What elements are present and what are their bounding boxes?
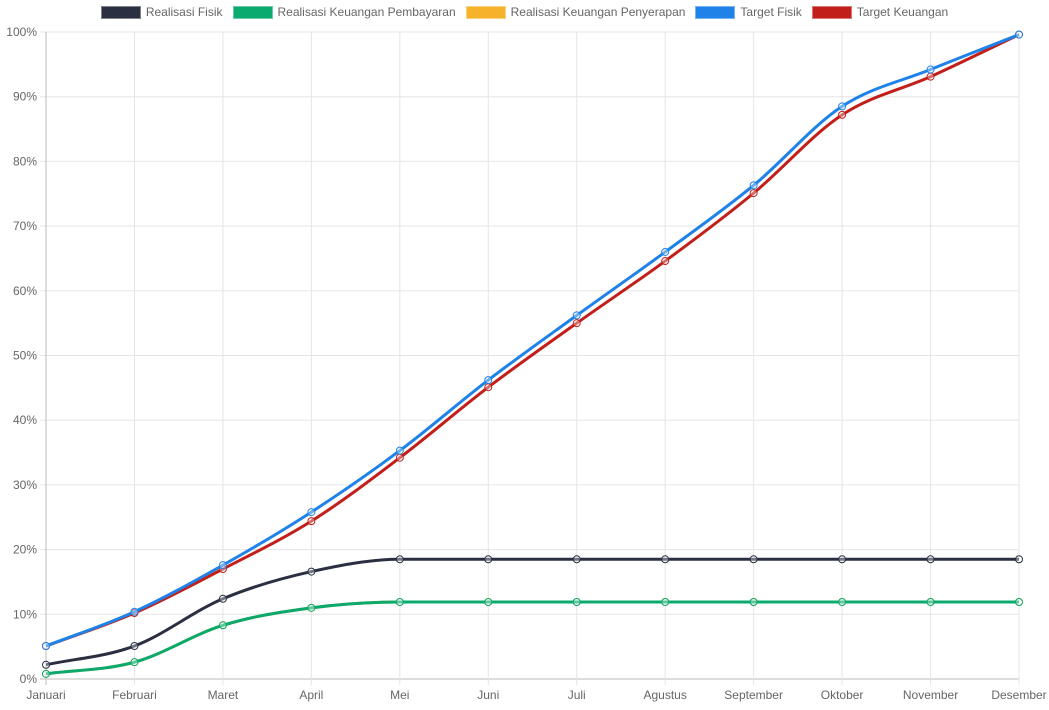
y-tick-label: 30% — [13, 478, 37, 492]
y-tick-label: 10% — [13, 607, 37, 621]
data-point — [926, 65, 935, 74]
legend-item[interactable]: Realisasi Keuangan Pembayaran — [232, 5, 456, 19]
y-tick-label: 50% — [13, 349, 37, 363]
data-point — [395, 555, 404, 564]
series-realisasi-fisik — [42, 555, 1023, 669]
legend-item[interactable]: Target Keuangan — [811, 5, 949, 19]
data-point — [926, 555, 935, 564]
series-line — [45, 33, 1020, 648]
x-tick-label: Desember — [991, 688, 1046, 702]
x-tick-label: Januari — [26, 688, 65, 702]
x-tick-label: Februari — [112, 688, 157, 702]
legend-swatch — [811, 5, 852, 19]
data-point — [395, 598, 404, 607]
data-point — [572, 598, 581, 607]
y-tick-label: 80% — [13, 154, 37, 168]
data-point — [838, 598, 847, 607]
data-point — [130, 607, 139, 616]
legend-item[interactable]: Target Fisik — [695, 5, 802, 19]
legend-label: Realisasi Fisik — [145, 5, 223, 19]
legend-label: Realisasi Keuangan Pembayaran — [277, 5, 456, 19]
data-point — [749, 555, 758, 564]
data-point — [838, 110, 847, 119]
data-point — [307, 508, 316, 517]
data-point — [307, 603, 316, 612]
x-tick-label: Maret — [208, 688, 239, 702]
data-point — [661, 598, 670, 607]
data-point — [42, 660, 50, 669]
data-point — [838, 555, 847, 564]
data-point — [749, 598, 758, 607]
data-point — [218, 621, 227, 630]
legend-item[interactable]: Realisasi Fisik — [100, 5, 223, 19]
x-tick-label: Oktober — [821, 688, 864, 702]
data-point — [484, 555, 493, 564]
data-point — [484, 383, 493, 392]
series-line — [45, 600, 1019, 676]
data-point — [307, 517, 316, 526]
data-point — [130, 658, 139, 667]
data-point — [661, 247, 670, 256]
data-point — [1015, 555, 1023, 564]
series-realisasi-keuangan-pembayaran — [42, 598, 1023, 678]
legend-label: Target Keuangan — [856, 5, 949, 19]
x-tick-label: November — [903, 688, 958, 702]
data-point — [749, 189, 758, 198]
data-point — [1015, 30, 1023, 39]
legend-swatch — [100, 5, 141, 19]
data-point — [1015, 598, 1023, 607]
data-point — [130, 642, 139, 651]
data-point — [926, 598, 935, 607]
data-point — [218, 561, 227, 570]
data-point — [395, 453, 404, 462]
y-tick-label: 100% — [6, 25, 37, 39]
legend-label: Realisasi Keuangan Penyerapan — [510, 5, 686, 19]
y-tick-label: 90% — [13, 90, 37, 104]
data-point — [572, 319, 581, 328]
data-point — [661, 555, 670, 564]
legend-swatch — [465, 5, 506, 19]
series-line — [45, 557, 1019, 667]
x-tick-label: September — [724, 688, 783, 702]
y-tick-label: 20% — [13, 543, 37, 557]
x-tick-label: April — [299, 688, 323, 702]
x-tick-label: Mei — [390, 688, 409, 702]
data-point — [484, 376, 493, 385]
data-point — [926, 72, 935, 81]
data-point — [42, 669, 50, 678]
data-point — [572, 555, 581, 564]
data-point — [749, 181, 758, 190]
legend-label: Target Fisik — [740, 5, 802, 19]
series-line — [45, 33, 1020, 648]
series-target-keuangan — [42, 30, 1023, 651]
x-tick-label: Juni — [477, 688, 499, 702]
chart-legend: Realisasi Fisik Realisasi Keuangan Pembay… — [0, 5, 1049, 19]
data-point — [838, 102, 847, 111]
data-point — [484, 598, 493, 607]
y-tick-label: 70% — [13, 219, 37, 233]
x-tick-label: Agustus — [644, 688, 687, 702]
data-point — [395, 446, 404, 455]
y-tick-label: 60% — [13, 284, 37, 298]
y-tick-label: 40% — [13, 413, 37, 427]
data-point — [307, 567, 316, 576]
legend-item[interactable]: Realisasi Keuangan Penyerapan — [465, 5, 686, 19]
x-tick-label: Juli — [568, 688, 586, 702]
y-tick-label: 0% — [20, 672, 38, 686]
data-point — [661, 257, 670, 266]
legend-swatch — [695, 5, 736, 19]
data-point — [218, 594, 227, 603]
legend-swatch — [232, 5, 273, 19]
data-point — [572, 311, 581, 320]
data-point — [42, 642, 50, 651]
series-target-fisik — [42, 30, 1023, 651]
